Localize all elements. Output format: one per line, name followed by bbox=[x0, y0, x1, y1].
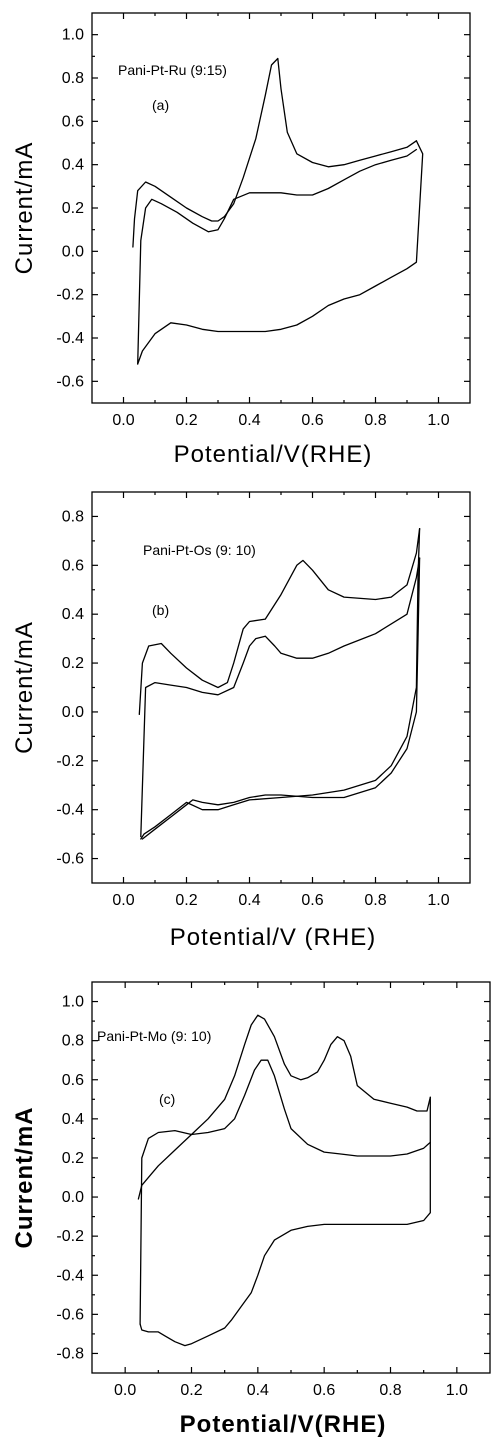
y-tick-label: 0.4 bbox=[62, 1111, 84, 1128]
y-tick-label: 0.2 bbox=[62, 655, 84, 672]
cv-curve-1 bbox=[132, 57, 418, 248]
x-tick-label: 0.8 bbox=[379, 1382, 401, 1399]
y-tick-label: 0.6 bbox=[62, 557, 84, 574]
sample-annotation: Pani-Pt-Ru (9:15) bbox=[118, 62, 227, 78]
panel-label: (b) bbox=[152, 602, 169, 618]
y-axis-label: Current/mA bbox=[11, 142, 38, 275]
x-tick-label: 0.0 bbox=[112, 892, 134, 909]
x-axis-label: Potential/V(RHE) bbox=[180, 1411, 387, 1438]
x-tick-label: 0.6 bbox=[301, 412, 323, 429]
x-tick-label: 0.4 bbox=[238, 892, 260, 909]
x-tick-label: 1.0 bbox=[446, 1382, 468, 1399]
cv-curve-4 bbox=[141, 557, 421, 840]
panel-2: 0.0 0.2 0.4 0.6 0.8 1.0 0.8 0.6 0.4 0.2 0.0 -0.2 -0.… bbox=[11, 491, 471, 951]
x-tick-label: 0.4 bbox=[247, 1382, 269, 1399]
x-tick-label: 0.6 bbox=[313, 1382, 335, 1399]
y-tick-label: 1.0 bbox=[62, 994, 84, 1011]
y-tick-label: 0.8 bbox=[62, 1033, 84, 1050]
y-tick-label: -0.2 bbox=[56, 753, 84, 770]
sample-annotation: Pani-Pt-Os (9: 10) bbox=[143, 542, 256, 558]
x-tick-label: 1.0 bbox=[427, 412, 449, 429]
cv-curve-2 bbox=[139, 1096, 431, 1347]
y-tick-label: 0.6 bbox=[62, 113, 84, 130]
y-tick-label: 1.0 bbox=[62, 27, 84, 44]
x-tick-label: 0.0 bbox=[114, 1382, 136, 1399]
y-axis-label: Current/mA bbox=[11, 1106, 38, 1248]
y-tick-label: -0.4 bbox=[56, 330, 84, 347]
cv-curve-1 bbox=[138, 528, 421, 716]
y-tick-label: 0.8 bbox=[62, 70, 84, 87]
y-tick-label: 0.2 bbox=[62, 1150, 84, 1167]
y-tick-label: -0.2 bbox=[56, 1228, 84, 1245]
panel-3: 0.0 0.2 0.4 0.6 0.8 1.0 1.0 0.8 0.6 0.4 0.2 0.0 -0.2… bbox=[11, 981, 491, 1438]
panel-label: (a) bbox=[152, 97, 169, 113]
cv-curve-3 bbox=[139, 1059, 431, 1325]
cv-curve-2 bbox=[137, 140, 424, 365]
x-tick-label: 0.2 bbox=[175, 892, 197, 909]
sample-annotation: Pani-Pt-Mo (9: 10) bbox=[97, 1028, 211, 1044]
cv-curve-3 bbox=[137, 148, 418, 365]
cv-curve-3 bbox=[140, 557, 421, 838]
x-tick-label: 1.0 bbox=[427, 892, 449, 909]
x-tick-label: 0.4 bbox=[238, 412, 260, 429]
x-tick-label: 0.0 bbox=[112, 412, 134, 429]
panel-label: (c) bbox=[159, 1091, 175, 1107]
y-tick-label: 0.2 bbox=[62, 200, 84, 217]
y-axis-label: Current/mA bbox=[11, 621, 38, 754]
x-tick-label: 0.2 bbox=[175, 412, 197, 429]
y-tick-label: -0.2 bbox=[56, 287, 84, 304]
x-tick-label: 0.6 bbox=[301, 892, 323, 909]
y-tick-label: 0.4 bbox=[62, 606, 84, 623]
x-axis-label: Potential/V(RHE) bbox=[174, 441, 373, 468]
panel-1: 0.0 0.2 0.4 0.6 0.8 1.0 1.0 0.8 0.6 0.4 0.2 0.0 -0.2… bbox=[11, 12, 471, 468]
y-tick-label: 0.0 bbox=[62, 704, 84, 721]
y-tick-label: -0.6 bbox=[56, 851, 84, 868]
x-tick-label: 0.2 bbox=[180, 1382, 202, 1399]
x-axis-label: Potential/V (RHE) bbox=[170, 924, 376, 951]
y-tick-label: -0.6 bbox=[56, 373, 84, 390]
x-tick-label: 0.8 bbox=[364, 892, 386, 909]
y-tick-label: -0.4 bbox=[56, 1267, 84, 1284]
y-tick-label: -0.8 bbox=[56, 1345, 84, 1362]
y-tick-label: -0.6 bbox=[56, 1306, 84, 1323]
y-tick-label: 0.8 bbox=[62, 508, 84, 525]
y-tick-label: 0.0 bbox=[62, 243, 84, 260]
cv-curve-2 bbox=[140, 528, 421, 840]
y-tick-label: 0.0 bbox=[62, 1189, 84, 1206]
y-tick-label: 0.6 bbox=[62, 1072, 84, 1089]
x-tick-label: 0.8 bbox=[364, 412, 386, 429]
y-tick-label: -0.4 bbox=[56, 802, 84, 819]
y-tick-label: 0.4 bbox=[62, 157, 84, 174]
